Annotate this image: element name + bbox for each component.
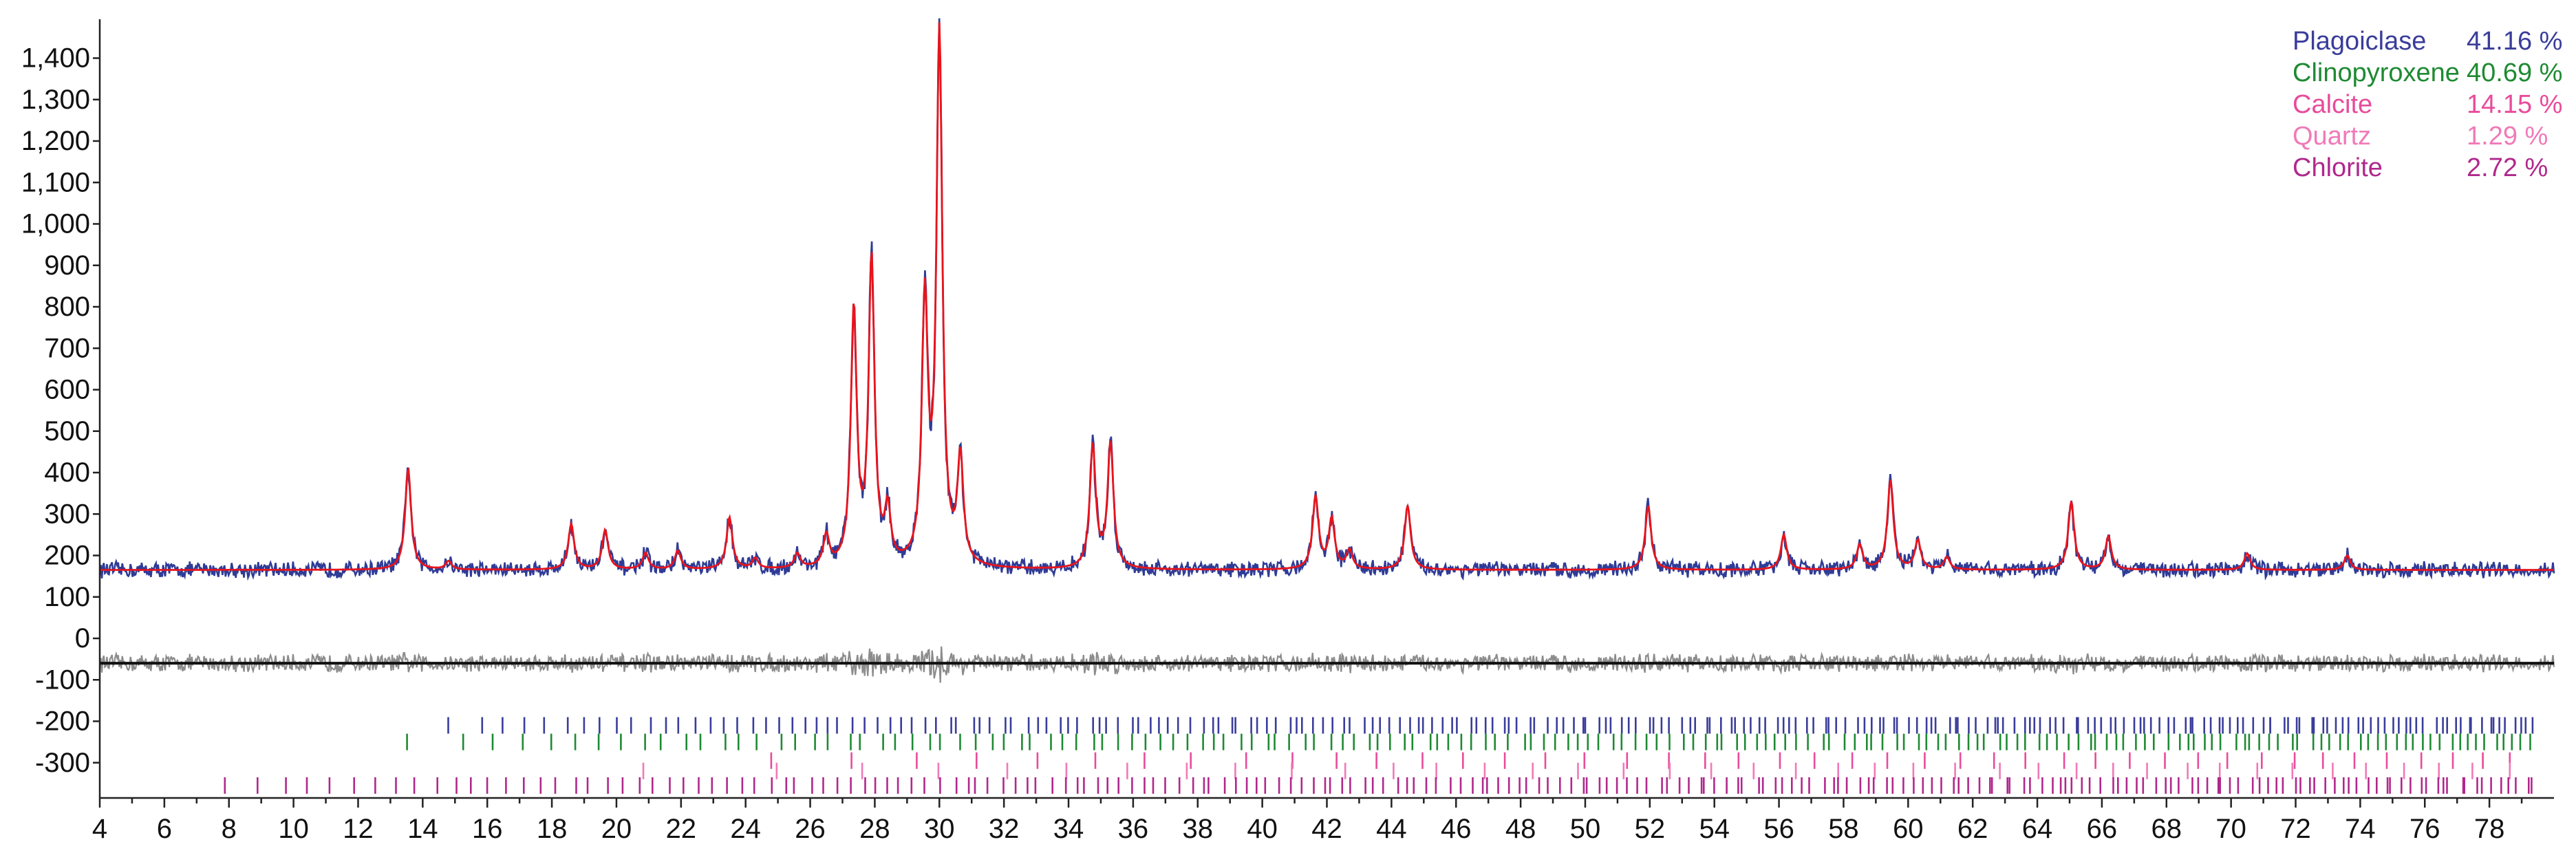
x-tick-label: 42 (1311, 814, 1342, 844)
y-tick-label: -200 (35, 706, 90, 737)
phase-ticks-calcite (770, 752, 2511, 769)
legend-percent-plagoiclase: 41.16 % (2467, 27, 2562, 56)
legend-name-calcite: Calcite (2293, 90, 2372, 119)
legend-name-plagoiclase: Plagoiclase (2293, 27, 2426, 56)
x-tick-label: 58 (1828, 814, 1859, 844)
y-tick-label: 1,300 (21, 85, 90, 115)
axes: 1,4001,3001,2001,1001,000900800700600500… (21, 19, 2554, 844)
legend-name-clinopyroxene: Clinopyroxene (2293, 58, 2460, 87)
x-tick-label: 34 (1053, 814, 1084, 844)
series-difference (98, 646, 2555, 683)
x-tick-label: 36 (1118, 814, 1149, 844)
legend-percent-calcite: 14.15 % (2467, 90, 2562, 119)
y-tick-label: 1,200 (21, 126, 90, 156)
y-tick-label: 1,100 (21, 167, 90, 197)
y-tick-label: 600 (44, 375, 90, 405)
legend-percent-quartz: 1.29 % (2467, 122, 2548, 151)
x-tick-label: 22 (666, 814, 697, 844)
y-tick-label: 1,000 (21, 209, 90, 239)
x-tick-label: 78 (2474, 814, 2505, 844)
x-tick-label: 8 (222, 814, 237, 844)
phase-ticks-quartz (642, 762, 2511, 779)
x-tick-label: 70 (2215, 814, 2246, 844)
legend-name-quartz: Quartz (2293, 122, 2371, 151)
x-tick-label: 20 (601, 814, 632, 844)
x-tick-label: 56 (1763, 814, 1794, 844)
y-tick-label: 900 (44, 250, 90, 281)
legend-name-chlorite: Chlorite (2293, 153, 2383, 182)
series-calculated (100, 22, 2554, 571)
phase-ticks-plagoiclase (447, 717, 2534, 734)
y-tick-label: 300 (44, 499, 90, 529)
x-tick-label: 6 (157, 814, 172, 844)
y-tick-label: 100 (44, 582, 90, 612)
legend-percent-chlorite: 2.72 % (2467, 153, 2548, 182)
x-tick-label: 76 (2409, 814, 2440, 844)
x-tick-label: 26 (795, 814, 826, 844)
y-tick-label: 800 (44, 292, 90, 322)
y-tick-label: 1,400 (21, 43, 90, 74)
x-tick-label: 48 (1505, 814, 1536, 844)
phase-ticks-clinopyroxene (406, 733, 2531, 750)
plot-area (98, 18, 2555, 794)
x-tick-label: 64 (2022, 814, 2053, 844)
x-tick-label: 4 (92, 814, 107, 844)
x-tick-label: 10 (278, 814, 309, 844)
y-tick-label: 500 (44, 416, 90, 446)
x-tick-label: 28 (859, 814, 890, 844)
x-tick-label: 66 (2087, 814, 2118, 844)
y-tick-label: 700 (44, 333, 90, 363)
series-observed (98, 18, 2555, 581)
x-tick-label: 24 (730, 814, 761, 844)
y-tick-label: 0 (75, 623, 90, 654)
x-tick-label: 44 (1376, 814, 1407, 844)
x-tick-label: 30 (924, 814, 955, 844)
x-tick-label: 50 (1570, 814, 1601, 844)
x-tick-label: 40 (1247, 814, 1278, 844)
y-tick-label: 400 (44, 457, 90, 488)
x-tick-label: 16 (472, 814, 503, 844)
phase-ticks-chlorite (224, 777, 2533, 794)
x-tick-label: 74 (2345, 814, 2376, 844)
x-tick-label: 18 (537, 814, 568, 844)
y-tick-label: 200 (44, 541, 90, 571)
x-tick-label: 72 (2280, 814, 2311, 844)
x-tick-label: 62 (1957, 814, 1988, 844)
x-tick-label: 52 (1635, 814, 1666, 844)
x-tick-label: 12 (343, 814, 374, 844)
x-tick-label: 60 (1893, 814, 1924, 844)
legend-percent-clinopyroxene: 40.69 % (2467, 58, 2562, 87)
y-tick-label: -300 (35, 748, 90, 778)
legend: Plagoiclase 41.16 %Clinopyroxene 40.69 % Ca… (2293, 27, 2562, 182)
x-tick-label: 38 (1183, 814, 1214, 844)
x-tick-label: 54 (1699, 814, 1730, 844)
y-tick-label: -100 (35, 665, 90, 695)
x-tick-label: 32 (989, 814, 1020, 844)
x-tick-label: 68 (2151, 814, 2182, 844)
x-tick-label: 46 (1441, 814, 1472, 844)
x-tick-label: 14 (407, 814, 438, 844)
